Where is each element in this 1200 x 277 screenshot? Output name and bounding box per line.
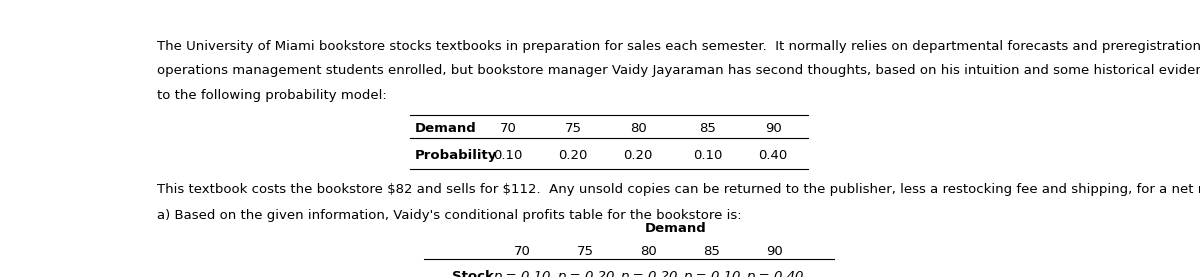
- Text: 90: 90: [764, 122, 781, 135]
- Text: Probability: Probability: [415, 150, 498, 163]
- Text: a) Based on the given information, Vaidy's conditional profits table for the boo: a) Based on the given information, Vaidy…: [157, 209, 742, 222]
- Text: This textbook costs the bookstore $82 and sells for $112.  Any unsold copies can: This textbook costs the bookstore $82 an…: [157, 183, 1200, 196]
- Text: 70: 70: [514, 245, 530, 258]
- Text: Demand: Demand: [415, 122, 476, 135]
- Text: 80: 80: [630, 122, 647, 135]
- Text: 90: 90: [767, 245, 784, 258]
- Text: Stock: Stock: [452, 270, 494, 277]
- Text: 75: 75: [577, 245, 594, 258]
- Text: 0.10: 0.10: [694, 150, 722, 163]
- Text: 75: 75: [565, 122, 582, 135]
- Text: 85: 85: [703, 245, 720, 258]
- Text: 0.40: 0.40: [758, 150, 787, 163]
- Text: 0.20: 0.20: [624, 150, 653, 163]
- Text: p = 0.10: p = 0.10: [493, 270, 551, 277]
- Text: operations management students enrolled, but bookstore manager Vaidy Jayaraman h: operations management students enrolled,…: [157, 64, 1200, 77]
- Text: 0.10: 0.10: [493, 150, 523, 163]
- Text: to the following probability model:: to the following probability model:: [157, 89, 388, 102]
- Text: 80: 80: [640, 245, 656, 258]
- Text: 0.20: 0.20: [558, 150, 588, 163]
- Text: p = 0.20: p = 0.20: [557, 270, 614, 277]
- Text: p = 0.20: p = 0.20: [619, 270, 677, 277]
- Text: The University of Miami bookstore stocks textbooks in preparation for sales each: The University of Miami bookstore stocks…: [157, 40, 1200, 53]
- Text: Demand: Demand: [644, 222, 707, 235]
- Text: p = 0.40: p = 0.40: [746, 270, 804, 277]
- Text: 85: 85: [700, 122, 716, 135]
- Text: p = 0.10: p = 0.10: [683, 270, 740, 277]
- Text: 70: 70: [499, 122, 516, 135]
